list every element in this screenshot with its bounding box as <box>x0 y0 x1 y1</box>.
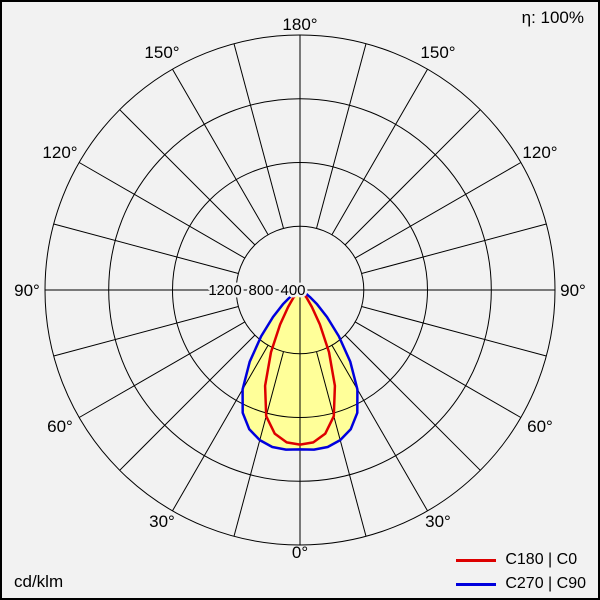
axis-labels-layer: 180° 150° 150° 120° 120° 90° 90° 60° 60°… <box>14 15 586 562</box>
efficiency-label: η: 100% <box>521 8 584 27</box>
grid-ray-150 <box>331 68 428 236</box>
angle-label-150-left: 150° <box>144 43 179 62</box>
grid-ray-300 <box>78 321 246 418</box>
grid-ray-60 <box>354 321 522 418</box>
angle-label-60-left: 60° <box>47 417 73 436</box>
angle-label-30-left: 30° <box>149 512 175 531</box>
grid-ray-285 <box>53 306 239 357</box>
legend-line-red-icon <box>456 558 497 562</box>
grid-ray-315 <box>119 334 256 471</box>
grid-ray-15 <box>316 351 367 537</box>
grid-ray-255 <box>53 223 239 274</box>
grid-ray-45 <box>344 334 481 471</box>
legend: C180 | C0 C270 | C90 <box>456 551 586 593</box>
grid-ray-30 <box>331 344 428 512</box>
grid-ray-135 <box>344 109 481 246</box>
ring-label-1200: 1200 <box>208 282 241 299</box>
grid-ray-105 <box>361 223 547 274</box>
curve-c270-c90 <box>241 288 359 451</box>
angle-label-30-right: 30° <box>425 512 451 531</box>
angle-label-90-left: 90° <box>14 281 40 300</box>
angle-label-0: 0° <box>292 543 308 562</box>
grid-ray-75 <box>361 306 547 357</box>
legend-label-c90: C270 | C90 <box>505 575 586 592</box>
grid-ray-165 <box>316 43 367 229</box>
legend-item-c90: C270 | C90 <box>456 575 586 593</box>
angle-label-120-left: 120° <box>42 143 77 162</box>
ring-label-400: 400 <box>280 282 305 299</box>
angle-label-180: 180° <box>282 15 317 34</box>
intensity-curves-layer <box>241 288 359 451</box>
ring-label-800: 800 <box>248 282 273 299</box>
grid-ray-195 <box>233 43 284 229</box>
grid-ray-240 <box>78 162 246 259</box>
angle-label-150-right: 150° <box>420 43 455 62</box>
legend-label-c0: C180 | C0 <box>505 551 578 568</box>
legend-item-c0: C180 | C0 <box>456 551 586 569</box>
grid-ray-345 <box>233 351 284 537</box>
unit-label: cd/klm <box>14 572 64 591</box>
angle-label-90-right: 90° <box>560 281 586 300</box>
grid-ray-210 <box>172 68 269 236</box>
angle-label-120-right: 120° <box>522 143 557 162</box>
legend-line-blue-icon <box>456 582 497 586</box>
grid-ray-120 <box>354 162 522 259</box>
angle-label-60-right: 60° <box>527 417 553 436</box>
grid-ray-330 <box>172 344 269 512</box>
grid-ray-225 <box>119 109 256 246</box>
curve-c180-c0 <box>263 288 337 446</box>
